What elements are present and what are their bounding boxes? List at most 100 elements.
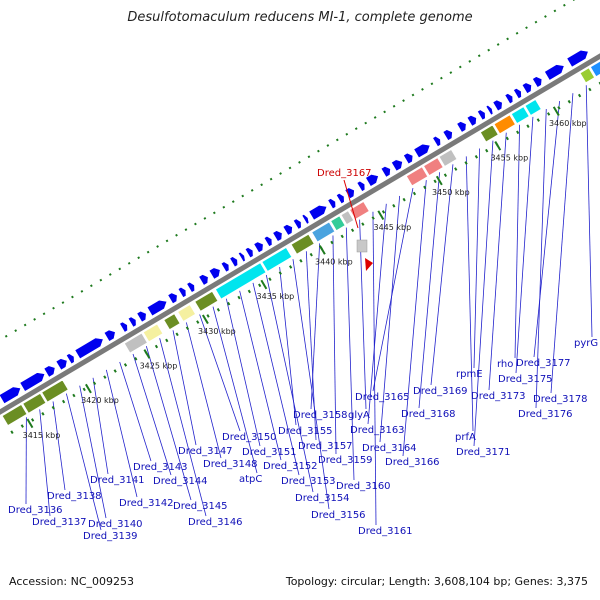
ring-dot <box>477 54 481 58</box>
scale-tick-minor <box>10 430 14 435</box>
scale-tick-minor <box>196 320 200 324</box>
scale-labels: 3415 kbp 3420 kbp 3425 kbp 3430 kbp 3435 kbp… <box>23 119 587 440</box>
scale-tick-minor <box>237 295 241 300</box>
forward-cds-arrow <box>413 143 431 159</box>
gene-label: Dred_3157 <box>298 441 353 452</box>
ring-dot <box>534 20 538 24</box>
gene-label: Dred_3159 <box>318 455 373 466</box>
scale-tick-minor <box>30 418 35 422</box>
gene-label: Dred_3142 <box>119 498 174 509</box>
gene-label: Dred_3145 <box>173 501 228 512</box>
ring-dot <box>392 104 396 108</box>
forward-cds-arrow <box>229 256 238 268</box>
label-leader-line <box>159 338 207 517</box>
ring-dot <box>373 116 377 119</box>
scale-tick-minor <box>526 124 530 129</box>
scale-tick-minor <box>51 405 55 410</box>
scale-tick-minor <box>330 240 334 245</box>
ring-dot <box>61 301 65 304</box>
highlight-marker-icon <box>365 258 373 271</box>
ring-dot <box>23 323 27 327</box>
gene-label: Dred_3165 <box>355 392 410 403</box>
scale-tick-major <box>201 314 209 325</box>
forward-cds-arrow <box>136 310 147 323</box>
scale-ticks <box>10 81 600 435</box>
ring-dot <box>307 155 311 159</box>
gene-label: Dred_3140 <box>88 519 143 530</box>
label-leader-line <box>105 369 138 498</box>
forward-cds-arrow <box>55 358 68 371</box>
scale-tick-minor <box>278 271 282 275</box>
scale-tick-minor <box>123 363 128 367</box>
forward-cds-arrow <box>198 274 209 286</box>
scale-tick-minor <box>268 277 272 282</box>
ring-dot <box>80 289 84 293</box>
ring-dot <box>203 217 207 220</box>
label-leader-line <box>515 116 534 374</box>
scale-tick-minor <box>536 118 540 122</box>
scale-tick-minor <box>72 393 76 398</box>
label-leader-line <box>172 330 197 446</box>
scale-tick-minor <box>361 222 365 226</box>
gene-label: Dred_3139 <box>83 531 138 542</box>
forward-cds-arrow <box>521 82 532 94</box>
scale-tick-minor <box>113 369 117 373</box>
scale-tick-minor <box>154 344 159 349</box>
label-leader-line <box>39 409 51 517</box>
genome-summary-text: Topology: circular; Length: 3,608,104 bp… <box>285 575 588 588</box>
gene-label: rho <box>497 359 513 370</box>
gene-label: Dred_3154 <box>295 493 350 504</box>
reverse-cds-block <box>524 99 542 116</box>
reverse-cds-block <box>261 247 293 272</box>
forward-cds-arrow <box>566 49 589 68</box>
gene-label: Dred_3155 <box>278 426 333 437</box>
label-leader-line <box>379 195 401 443</box>
ring-dot <box>544 15 547 18</box>
scale-tick-major <box>435 175 443 186</box>
gene-label: pyrG <box>574 338 598 349</box>
label-leader-line <box>92 377 109 475</box>
ring-dot <box>411 93 415 97</box>
label-leader-line <box>265 274 314 493</box>
label-leader-line <box>550 93 574 394</box>
label-leader-line <box>119 361 152 462</box>
label-leader-line <box>310 243 321 410</box>
ring-dot <box>231 200 235 203</box>
forward-cds-arrow <box>237 251 246 263</box>
ring-dot <box>156 245 159 248</box>
reverse-cds-block <box>177 304 196 322</box>
scale-tick-major <box>85 383 92 394</box>
gene-label: atpC <box>239 474 262 485</box>
forward-cds-arrow <box>74 337 104 360</box>
gene-label: Dred_3168 <box>401 409 456 420</box>
scale-tick-major <box>143 349 151 359</box>
scale-tick-minor <box>371 216 375 220</box>
label-leader-line <box>145 346 192 501</box>
ring-dot <box>383 110 386 114</box>
gene-label: Dred_3137 <box>32 517 87 528</box>
ring-dot <box>335 138 339 142</box>
forward-cds-arrow <box>335 193 345 205</box>
gene-label: Dred_3138 <box>47 491 102 502</box>
forward-cds-arrow <box>390 159 403 172</box>
scale-label: 3420 kbp <box>81 396 119 405</box>
ring-dot <box>52 306 55 310</box>
ring-dot <box>146 250 150 254</box>
ring-dot <box>89 284 93 288</box>
scale-tick-minor <box>546 112 551 116</box>
label-leader-line <box>402 180 427 457</box>
ring-dot <box>108 273 112 276</box>
scale-tick-major <box>260 279 268 290</box>
forward-cds-arrow <box>177 286 187 298</box>
scale-tick-minor <box>258 283 262 288</box>
forward-cds-arrow <box>272 230 283 242</box>
scale-tick-minor <box>299 259 303 263</box>
gene-label: Dred_3171 <box>456 447 511 458</box>
gene-label: Dred_3176 <box>518 409 573 420</box>
label-leader-line <box>212 306 258 474</box>
gene-label: Dred_3144 <box>153 476 208 487</box>
ring-dot <box>298 160 301 164</box>
forward-cds-arrow <box>485 104 494 116</box>
ring-dot <box>33 318 36 321</box>
forward-cds-arrow <box>513 88 522 100</box>
